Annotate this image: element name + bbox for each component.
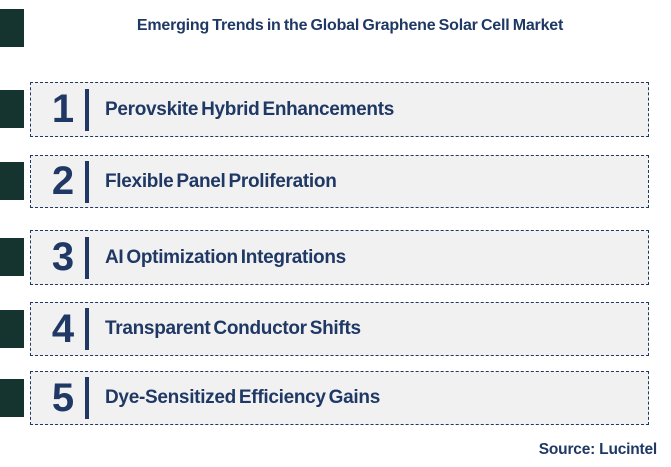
trend-rank: 1: [51, 87, 75, 131]
trend-label: Dye-Sensitized Efficiency Gains: [105, 387, 380, 408]
left-accent-square: [0, 162, 24, 200]
trend-rank: 2: [51, 159, 75, 203]
trend-row-5: 5 Dye-Sensitized Efficiency Gains: [30, 371, 649, 425]
left-accent-square: [0, 238, 24, 276]
separator-bar: [85, 308, 89, 350]
left-accent-square: [0, 310, 24, 348]
left-accent-square: [0, 9, 24, 47]
trend-rank: 3: [51, 235, 75, 279]
trend-row-1: 1 Perovskite Hybrid Enhancements: [30, 82, 649, 137]
trend-row-4: 4 Transparent Conductor Shifts: [30, 302, 649, 356]
separator-bar: [85, 377, 89, 419]
trend-label: Transparent Conductor Shifts: [105, 318, 361, 339]
source-credit: Source: Lucintel: [538, 441, 657, 458]
trend-rank: 5: [51, 375, 75, 420]
left-accent-square: [0, 90, 24, 128]
trend-row-3: 3 AI Optimization Integrations: [30, 230, 649, 285]
trend-label: Flexible Panel Proliferation: [105, 170, 337, 192]
trend-row-2: 2 Flexible Panel Proliferation: [30, 155, 649, 208]
separator-bar: [85, 236, 89, 279]
chart-title: Emerging Trends in the Global Graphene S…: [136, 17, 564, 34]
trend-label: Perovskite Hybrid Enhancements: [105, 98, 394, 120]
trend-rank: 4: [51, 306, 75, 351]
separator-bar: [85, 88, 89, 131]
left-accent-square: [0, 379, 24, 417]
trend-label: AI Optimization Integrations: [105, 246, 346, 268]
separator-bar: [85, 160, 89, 203]
